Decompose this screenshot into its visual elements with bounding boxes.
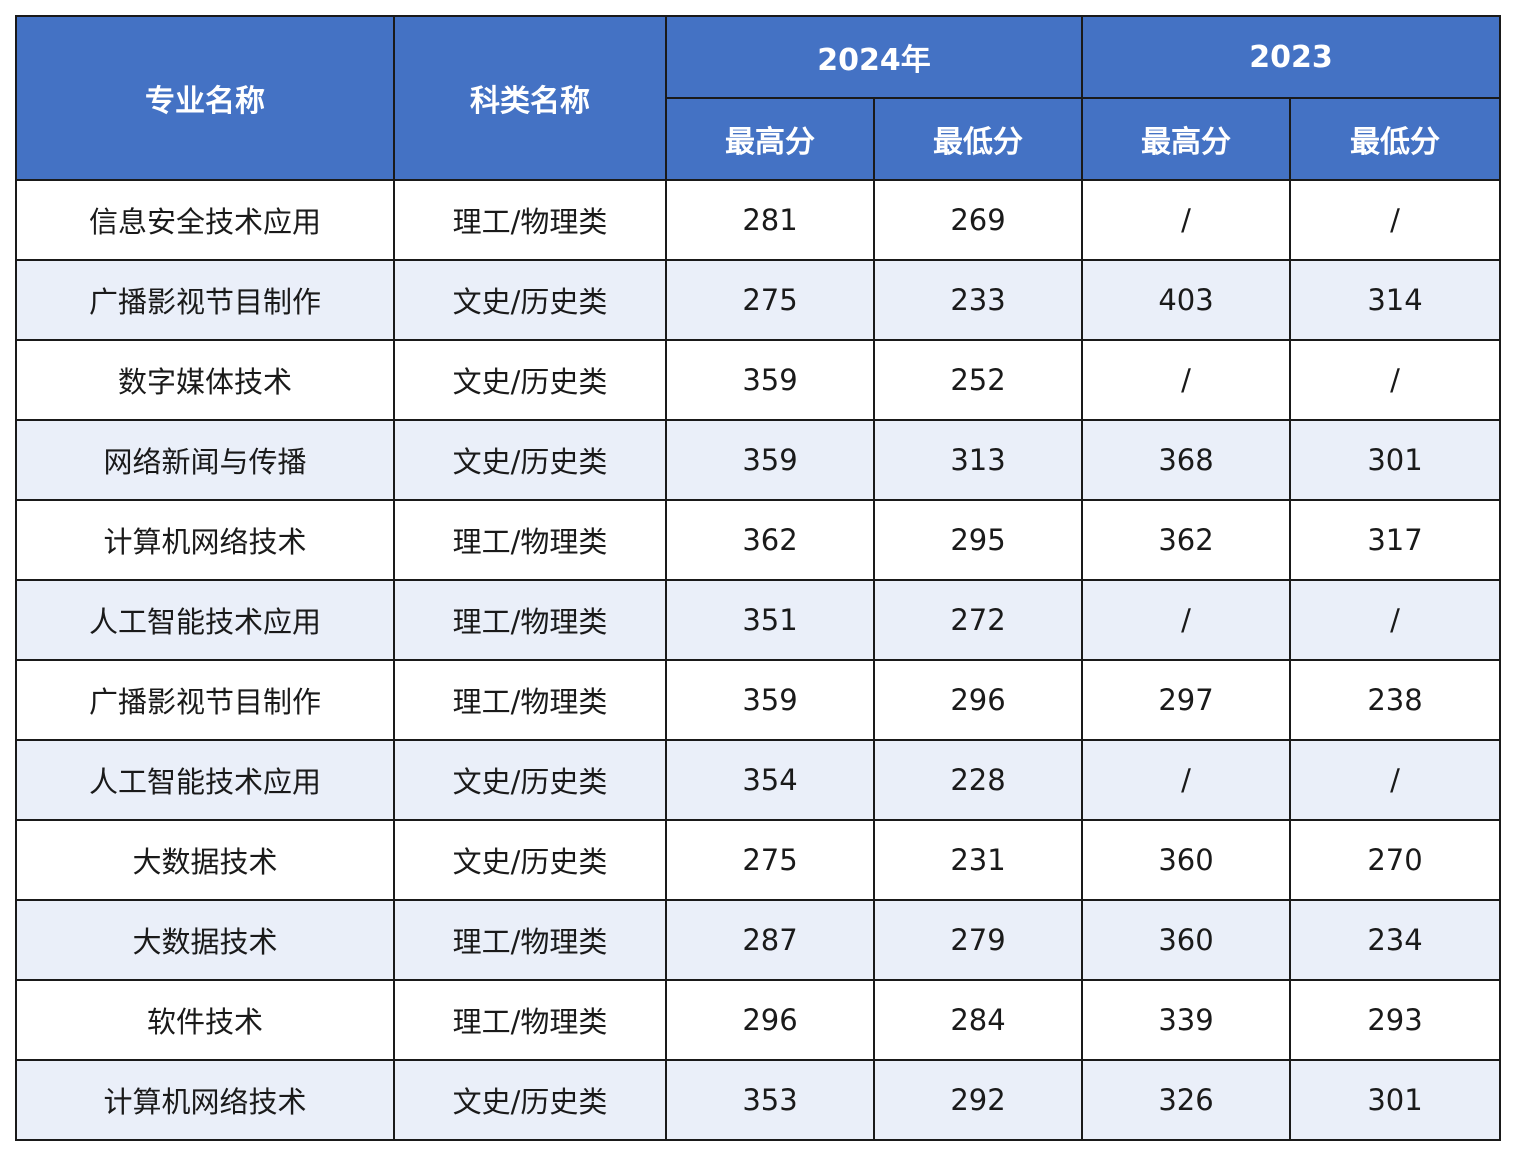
cell-min-2024: 269 bbox=[873, 179, 1083, 261]
cell-category: 文史/历史类 bbox=[393, 419, 667, 501]
cell-max-2023: 326 bbox=[1081, 1059, 1291, 1141]
header-max-2024: 最高分 bbox=[665, 97, 875, 181]
table-row: 大数据技术 理工/物理类 287 279 360 234 bbox=[15, 899, 1501, 981]
cell-max-2023: 360 bbox=[1081, 819, 1291, 901]
table-header: 专业名称 科类名称 2024年 2023 最高分 最低分 最高分 最低分 bbox=[15, 15, 1501, 181]
table-row: 数字媒体技术 文史/历史类 359 252 / / bbox=[15, 339, 1501, 421]
table-row: 广播影视节目制作 文史/历史类 275 233 403 314 bbox=[15, 259, 1501, 341]
cell-category: 理工/物理类 bbox=[393, 899, 667, 981]
cell-min-2023: 234 bbox=[1289, 899, 1501, 981]
cell-max-2023: / bbox=[1081, 739, 1291, 821]
cell-major: 大数据技术 bbox=[15, 899, 395, 981]
cell-major: 人工智能技术应用 bbox=[15, 579, 395, 661]
cell-category: 文史/历史类 bbox=[393, 739, 667, 821]
cell-max-2024: 362 bbox=[665, 499, 875, 581]
cell-max-2024: 359 bbox=[665, 659, 875, 741]
cell-min-2023: 270 bbox=[1289, 819, 1501, 901]
cell-max-2024: 275 bbox=[665, 819, 875, 901]
cell-max-2023: 297 bbox=[1081, 659, 1291, 741]
table-row: 计算机网络技术 文史/历史类 353 292 326 301 bbox=[15, 1059, 1501, 1141]
cell-min-2024: 295 bbox=[873, 499, 1083, 581]
cell-max-2023: 368 bbox=[1081, 419, 1291, 501]
cell-max-2023: / bbox=[1081, 179, 1291, 261]
table-row: 网络新闻与传播 文史/历史类 359 313 368 301 bbox=[15, 419, 1501, 501]
cell-category: 理工/物理类 bbox=[393, 659, 667, 741]
table-body: 信息安全技术应用 理工/物理类 281 269 / / 广播影视节目制作 文史/… bbox=[15, 179, 1501, 1141]
cell-min-2024: 313 bbox=[873, 419, 1083, 501]
admission-scores-table: 专业名称 科类名称 2024年 2023 最高分 最低分 最高分 最低分 信息安… bbox=[15, 15, 1501, 1141]
table-row: 广播影视节目制作 理工/物理类 359 296 297 238 bbox=[15, 659, 1501, 741]
cell-max-2024: 287 bbox=[665, 899, 875, 981]
cell-min-2023: / bbox=[1289, 739, 1501, 821]
header-max-2023: 最高分 bbox=[1081, 97, 1291, 181]
cell-category: 理工/物理类 bbox=[393, 579, 667, 661]
cell-min-2024: 279 bbox=[873, 899, 1083, 981]
cell-min-2023: 301 bbox=[1289, 419, 1501, 501]
cell-min-2023: 293 bbox=[1289, 979, 1501, 1061]
header-category: 科类名称 bbox=[393, 15, 667, 181]
cell-min-2023: / bbox=[1289, 579, 1501, 661]
cell-major: 软件技术 bbox=[15, 979, 395, 1061]
cell-major: 网络新闻与传播 bbox=[15, 419, 395, 501]
cell-min-2024: 272 bbox=[873, 579, 1083, 661]
header-min-2023: 最低分 bbox=[1289, 97, 1501, 181]
cell-category: 文史/历史类 bbox=[393, 819, 667, 901]
cell-major: 广播影视节目制作 bbox=[15, 659, 395, 741]
table-row: 人工智能技术应用 文史/历史类 354 228 / / bbox=[15, 739, 1501, 821]
header-year-2023: 2023 bbox=[1081, 15, 1501, 99]
cell-min-2023: 301 bbox=[1289, 1059, 1501, 1141]
table-row: 人工智能技术应用 理工/物理类 351 272 / / bbox=[15, 579, 1501, 661]
cell-max-2023: 362 bbox=[1081, 499, 1291, 581]
cell-min-2024: 284 bbox=[873, 979, 1083, 1061]
cell-max-2024: 281 bbox=[665, 179, 875, 261]
cell-major: 计算机网络技术 bbox=[15, 499, 395, 581]
cell-category: 理工/物理类 bbox=[393, 179, 667, 261]
cell-major: 广播影视节目制作 bbox=[15, 259, 395, 341]
cell-category: 文史/历史类 bbox=[393, 259, 667, 341]
cell-min-2023: 317 bbox=[1289, 499, 1501, 581]
cell-min-2023: 314 bbox=[1289, 259, 1501, 341]
cell-min-2024: 252 bbox=[873, 339, 1083, 421]
cell-max-2023: 403 bbox=[1081, 259, 1291, 341]
cell-min-2023: 238 bbox=[1289, 659, 1501, 741]
cell-max-2023: / bbox=[1081, 339, 1291, 421]
cell-major: 数字媒体技术 bbox=[15, 339, 395, 421]
cell-max-2024: 275 bbox=[665, 259, 875, 341]
cell-min-2023: / bbox=[1289, 179, 1501, 261]
cell-min-2024: 296 bbox=[873, 659, 1083, 741]
cell-max-2023: 339 bbox=[1081, 979, 1291, 1061]
cell-category: 理工/物理类 bbox=[393, 499, 667, 581]
cell-min-2024: 292 bbox=[873, 1059, 1083, 1141]
cell-max-2023: / bbox=[1081, 579, 1291, 661]
cell-major: 信息安全技术应用 bbox=[15, 179, 395, 261]
cell-major: 大数据技术 bbox=[15, 819, 395, 901]
cell-max-2024: 359 bbox=[665, 339, 875, 421]
cell-max-2024: 359 bbox=[665, 419, 875, 501]
header-major: 专业名称 bbox=[15, 15, 395, 181]
cell-min-2024: 233 bbox=[873, 259, 1083, 341]
cell-max-2023: 360 bbox=[1081, 899, 1291, 981]
header-year-2024: 2024年 bbox=[665, 15, 1083, 99]
cell-min-2024: 231 bbox=[873, 819, 1083, 901]
table-row: 大数据技术 文史/历史类 275 231 360 270 bbox=[15, 819, 1501, 901]
cell-max-2024: 351 bbox=[665, 579, 875, 661]
cell-max-2024: 296 bbox=[665, 979, 875, 1061]
table-row: 软件技术 理工/物理类 296 284 339 293 bbox=[15, 979, 1501, 1061]
cell-major: 人工智能技术应用 bbox=[15, 739, 395, 821]
cell-category: 文史/历史类 bbox=[393, 339, 667, 421]
cell-min-2024: 228 bbox=[873, 739, 1083, 821]
cell-major: 计算机网络技术 bbox=[15, 1059, 395, 1141]
cell-min-2023: / bbox=[1289, 339, 1501, 421]
table-row: 计算机网络技术 理工/物理类 362 295 362 317 bbox=[15, 499, 1501, 581]
header-min-2024: 最低分 bbox=[873, 97, 1083, 181]
cell-max-2024: 354 bbox=[665, 739, 875, 821]
table-row: 信息安全技术应用 理工/物理类 281 269 / / bbox=[15, 179, 1501, 261]
cell-category: 文史/历史类 bbox=[393, 1059, 667, 1141]
cell-max-2024: 353 bbox=[665, 1059, 875, 1141]
cell-category: 理工/物理类 bbox=[393, 979, 667, 1061]
